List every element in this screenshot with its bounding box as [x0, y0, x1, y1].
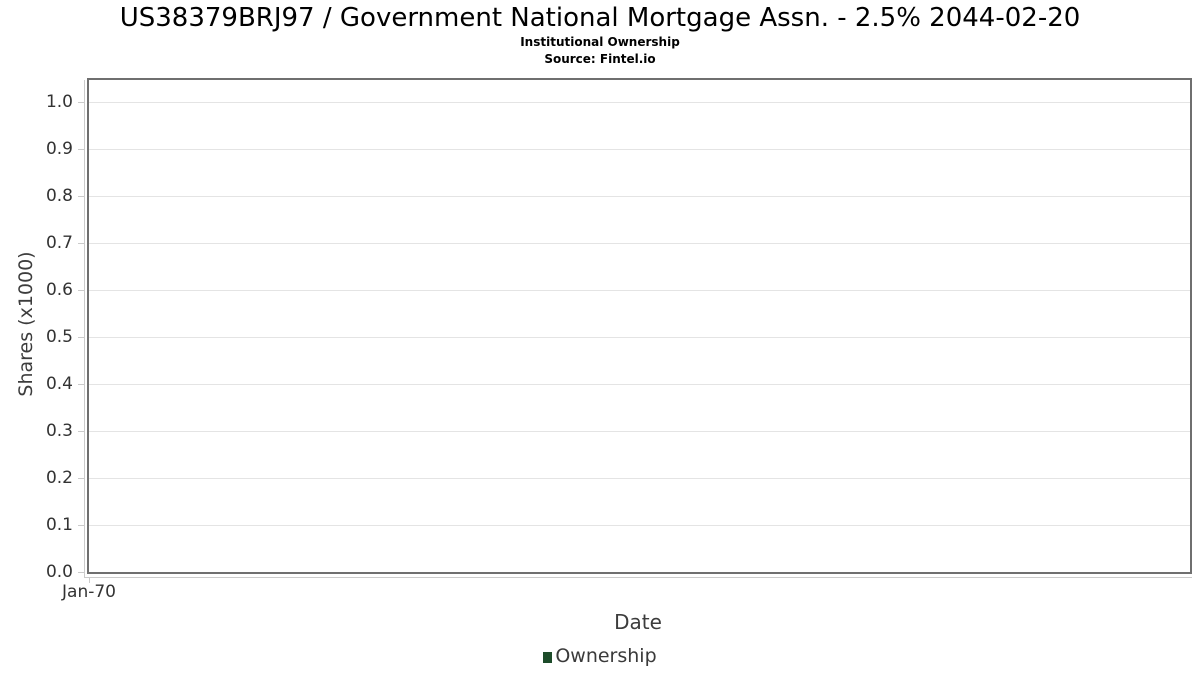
- x-tick-label: Jan-70: [62, 582, 116, 602]
- gridline: [89, 477, 1190, 479]
- gridline: [89, 101, 1190, 103]
- y-tick-label: 0.5: [45, 327, 73, 348]
- x-axis-title: Date: [614, 610, 662, 634]
- gridline: [89, 148, 1190, 150]
- chart-title: US38379BRJ97 / Government National Mortg…: [119, 3, 1081, 33]
- y-tick-label: 0.3: [45, 421, 73, 442]
- legend-series-label: Ownership: [555, 645, 657, 667]
- gridline: [89, 430, 1190, 432]
- gridline: [89, 524, 1190, 526]
- y-tick-label: 0.0: [45, 562, 73, 582]
- legend-series-marker-icon: [543, 651, 553, 663]
- y-axis-tick: [78, 383, 84, 385]
- legend-item-ownership[interactable]: Ownership: [543, 645, 657, 667]
- x-axis-line: [84, 577, 1192, 578]
- y-axis-line: [84, 80, 85, 578]
- plot-area: Jan-70 0.0 0.1 0.2 0.3 0.4 0.5 0.6 0.7 0.8 0.9 1.0: [46, 78, 1192, 602]
- y-tick-label: 0.6: [45, 280, 73, 301]
- y-axis-tick: [78, 524, 84, 526]
- y-axis-tick: [78, 336, 84, 338]
- gridline: [89, 195, 1190, 197]
- gridline: [89, 242, 1190, 244]
- x-axis-tick: [89, 578, 90, 583]
- y-tick-label: 0.4: [45, 374, 73, 395]
- y-axis-tick: [78, 242, 84, 244]
- y-axis-tick: [78, 477, 84, 479]
- y-axis-title: Shares (x1000): [15, 251, 37, 397]
- y-axis-tick: [78, 101, 84, 103]
- y-axis-tick: [78, 430, 84, 432]
- chart-source-credit: Source: Fintel.io: [544, 52, 656, 66]
- y-tick-label: 1.0: [45, 92, 73, 113]
- y-tick-label: 0.2: [45, 468, 73, 489]
- gridline: [89, 289, 1190, 291]
- y-tick-label: 0.7: [45, 233, 73, 254]
- y-axis-tick: [78, 148, 84, 150]
- y-tick-label: 0.1: [45, 515, 73, 535]
- y-tick-label: 0.8: [45, 186, 73, 207]
- y-axis-tick: [78, 289, 84, 291]
- y-axis-tick: [78, 571, 84, 573]
- y-axis-tick: [78, 195, 84, 197]
- legend: Ownership: [0, 645, 1200, 667]
- chart-subtitle: Institutional Ownership: [520, 35, 680, 49]
- gridline: [89, 336, 1190, 338]
- gridline: [89, 383, 1190, 385]
- y-tick-label: 0.9: [45, 139, 73, 160]
